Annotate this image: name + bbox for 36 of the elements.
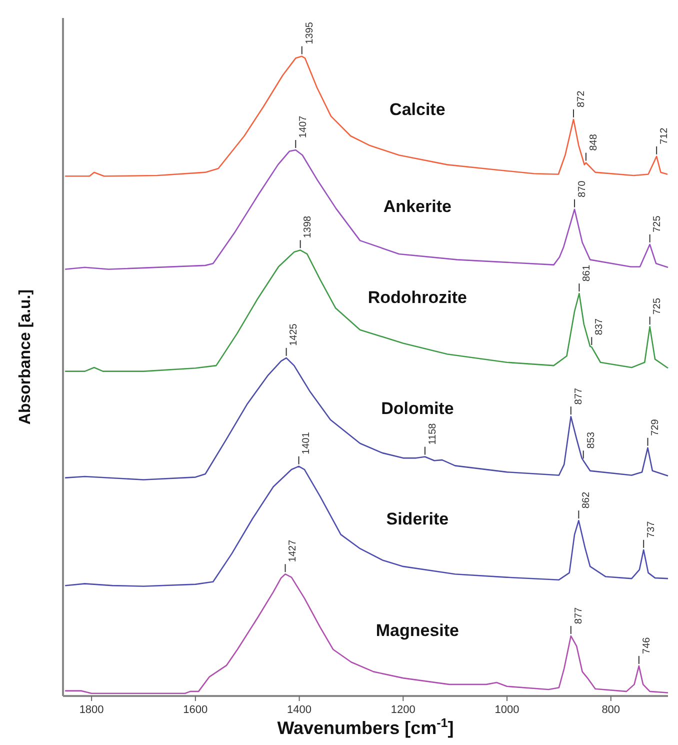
annotation: 729 (650, 418, 662, 436)
series-label: Magnesite (376, 621, 459, 640)
annotation: 837 (594, 318, 606, 336)
annotation: 746 (641, 636, 652, 654)
x-tick-label: 1200 (390, 704, 416, 716)
annotation: 737 (646, 520, 657, 538)
annotation: 877 (573, 606, 584, 624)
series-label: Dolomite (381, 398, 454, 418)
annotation: 853 (586, 431, 597, 449)
annotation: 725 (652, 215, 664, 232)
x-tick-label: 1600 (183, 704, 208, 716)
annotation: 1158 (427, 422, 438, 445)
series-label: Rodohrozite (368, 288, 468, 307)
series-label: Calcite (390, 100, 446, 119)
annotation: 862 (581, 491, 592, 509)
annotation: 848 (588, 134, 600, 151)
x-tick-label: 1800 (79, 704, 104, 716)
annotation: 1427 (288, 539, 299, 562)
annotation: 1395 (304, 22, 316, 44)
annotation: 725 (652, 298, 664, 315)
annotation: 877 (573, 387, 584, 405)
y-axis-title: Absorbance [a.u.] (17, 289, 34, 425)
annotation: 870 (576, 180, 588, 198)
annotation: 1425 (288, 323, 300, 346)
annotation: 1398 (302, 215, 314, 238)
series-label: Siderite (386, 510, 449, 529)
annotation: 1401 (301, 432, 312, 454)
x-tick-label: 1400 (287, 704, 312, 716)
series-label: Ankerite (383, 196, 452, 216)
x-axis-title: Wavenumbers [cm$^{-1}$] (277, 716, 454, 738)
x-tick-label: 800 (602, 704, 620, 716)
annotation: 872 (576, 90, 587, 108)
annotation: 1407 (298, 115, 310, 138)
x-tick-label: 1000 (494, 704, 520, 716)
annotation: 712 (658, 127, 670, 144)
annotation: 861 (582, 264, 593, 282)
